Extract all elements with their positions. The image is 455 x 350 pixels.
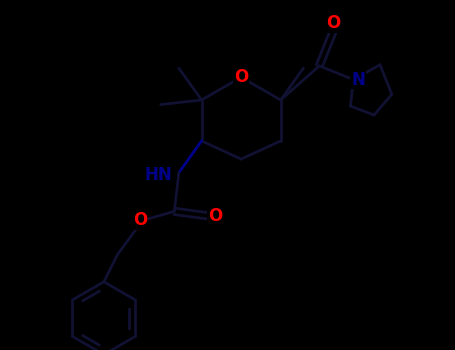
Text: O: O bbox=[326, 14, 340, 32]
Text: N: N bbox=[351, 71, 365, 89]
Text: O: O bbox=[234, 68, 248, 86]
Text: HN: HN bbox=[144, 166, 172, 184]
Text: O: O bbox=[133, 211, 147, 230]
Text: O: O bbox=[208, 207, 222, 225]
